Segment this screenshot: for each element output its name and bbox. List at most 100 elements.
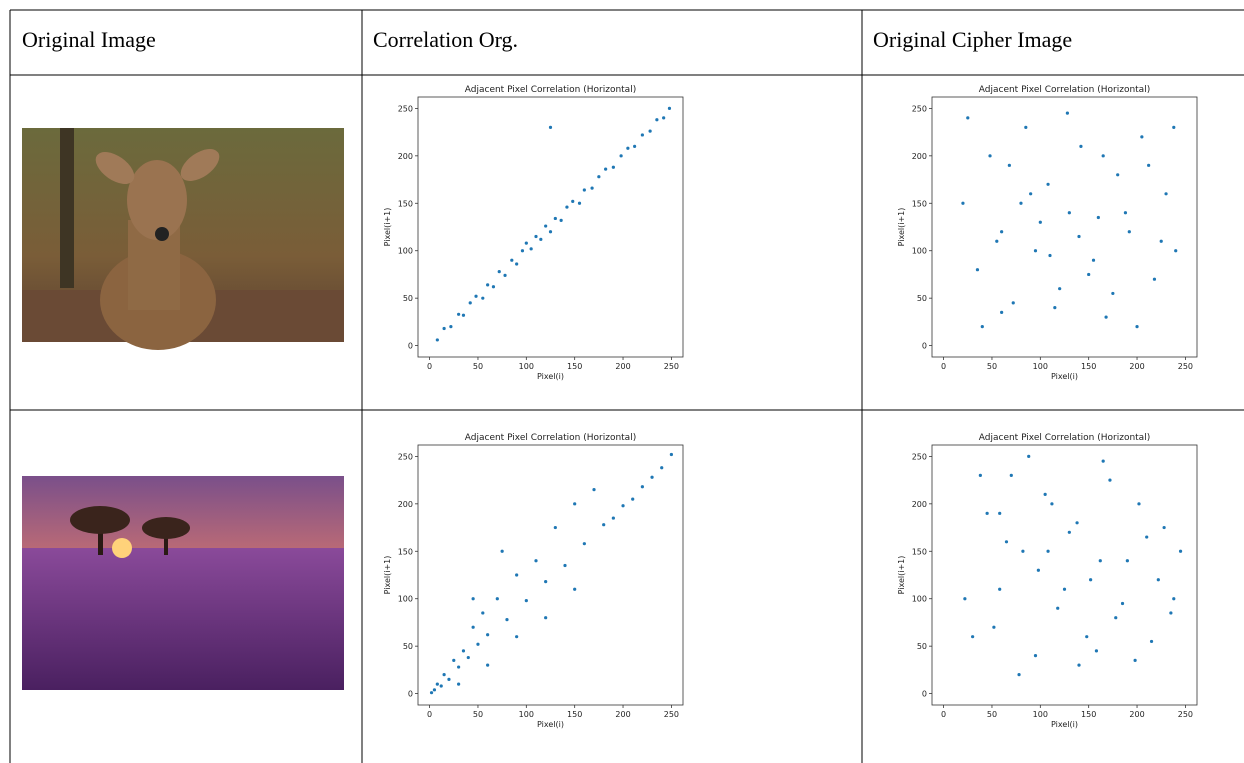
point [1101,459,1105,463]
point [1123,211,1128,215]
point [626,146,630,150]
point [1046,182,1050,186]
point [471,625,475,629]
y-axis-label: Pixel(i+1) [897,208,906,247]
x-tick-label: 250 [664,362,679,371]
point [978,473,982,477]
x-tick-label: 0 [427,710,432,719]
point [1067,530,1071,534]
x-tick-label: 200 [615,362,630,371]
point [1162,525,1166,530]
point [1007,163,1011,167]
point [432,688,437,692]
point [1156,578,1160,582]
point [534,559,538,563]
y-tick-label: 150 [912,199,927,208]
plot-frame [931,96,1198,358]
point [1096,215,1100,220]
chart-title: Adjacent Pixel Correlation (Horizontal) [979,433,1150,443]
x-tick-label: 150 [567,710,582,719]
x-tick-label: 200 [615,710,630,719]
point [1164,192,1168,196]
y-tick-label: 150 [398,547,413,556]
y-tick-label: 0 [408,342,413,351]
point [640,133,644,137]
point [975,268,980,272]
chart-title: Adjacent Pixel Correlation (Horizontal) [465,85,636,95]
y-tick-label: 250 [398,452,413,461]
point [577,201,582,205]
point [971,635,975,639]
point [648,129,652,133]
point [1021,549,1025,553]
x-tick-label: 50 [987,710,997,719]
x-tick-label: 50 [473,710,483,719]
x-tick-label: 250 [1178,710,1193,719]
point [481,296,485,300]
y-tick-label: 100 [398,595,413,604]
point [1024,125,1028,129]
point [548,230,553,234]
point [486,663,490,667]
x-tick-label: 250 [664,710,679,719]
point [1137,502,1141,506]
point [435,338,439,342]
point [1056,606,1060,610]
point [1046,549,1050,553]
point [1145,535,1149,539]
x-tick-label: 0 [427,362,432,371]
point [544,224,548,228]
x-tick-label: 150 [1081,710,1096,719]
x-tick-label: 100 [519,362,534,371]
point [966,116,970,120]
point [1011,301,1015,305]
point [500,549,504,553]
point [1058,287,1062,291]
y-tick-label: 0 [408,690,413,699]
point [534,234,538,239]
point [1019,201,1023,205]
point [1094,649,1099,653]
scatter-chart: 0 50 100 150 200 250 0 50 100 150 200 250 Adjacent P… [897,85,1198,381]
y-tick-label: 250 [398,104,413,113]
point [553,525,557,530]
x-tick-label: 150 [1081,362,1096,371]
point [1135,325,1139,329]
point [1085,635,1089,639]
point [582,188,586,192]
point [524,241,528,245]
point [1036,568,1040,572]
point [1079,144,1083,148]
point [1038,220,1042,224]
y-tick-label: 100 [912,595,927,604]
y-axis-label: Pixel(i+1) [383,556,392,595]
point [1172,597,1176,601]
point [529,247,533,251]
point [1114,616,1118,620]
point [435,682,439,686]
point [669,452,673,457]
point [471,597,475,601]
point [1050,502,1054,506]
point [1111,291,1115,296]
point [1125,559,1129,563]
point [1017,673,1021,677]
point [650,475,654,479]
point [466,655,470,660]
lavender-photo [22,476,344,690]
y-tick-label: 200 [912,152,927,161]
point [476,642,480,646]
y-tick-label: 100 [398,247,413,256]
header-cell: Original Cipher Image [873,27,1072,52]
x-axis-label: Pixel(i) [537,372,564,381]
point [602,523,606,527]
y-axis-label: Pixel(i+1) [383,208,392,247]
point [597,175,601,179]
point [1027,454,1031,458]
point [631,497,635,501]
point [553,216,557,221]
point [497,269,501,274]
point [439,684,443,688]
point [481,611,485,615]
plot-frame [417,444,684,706]
